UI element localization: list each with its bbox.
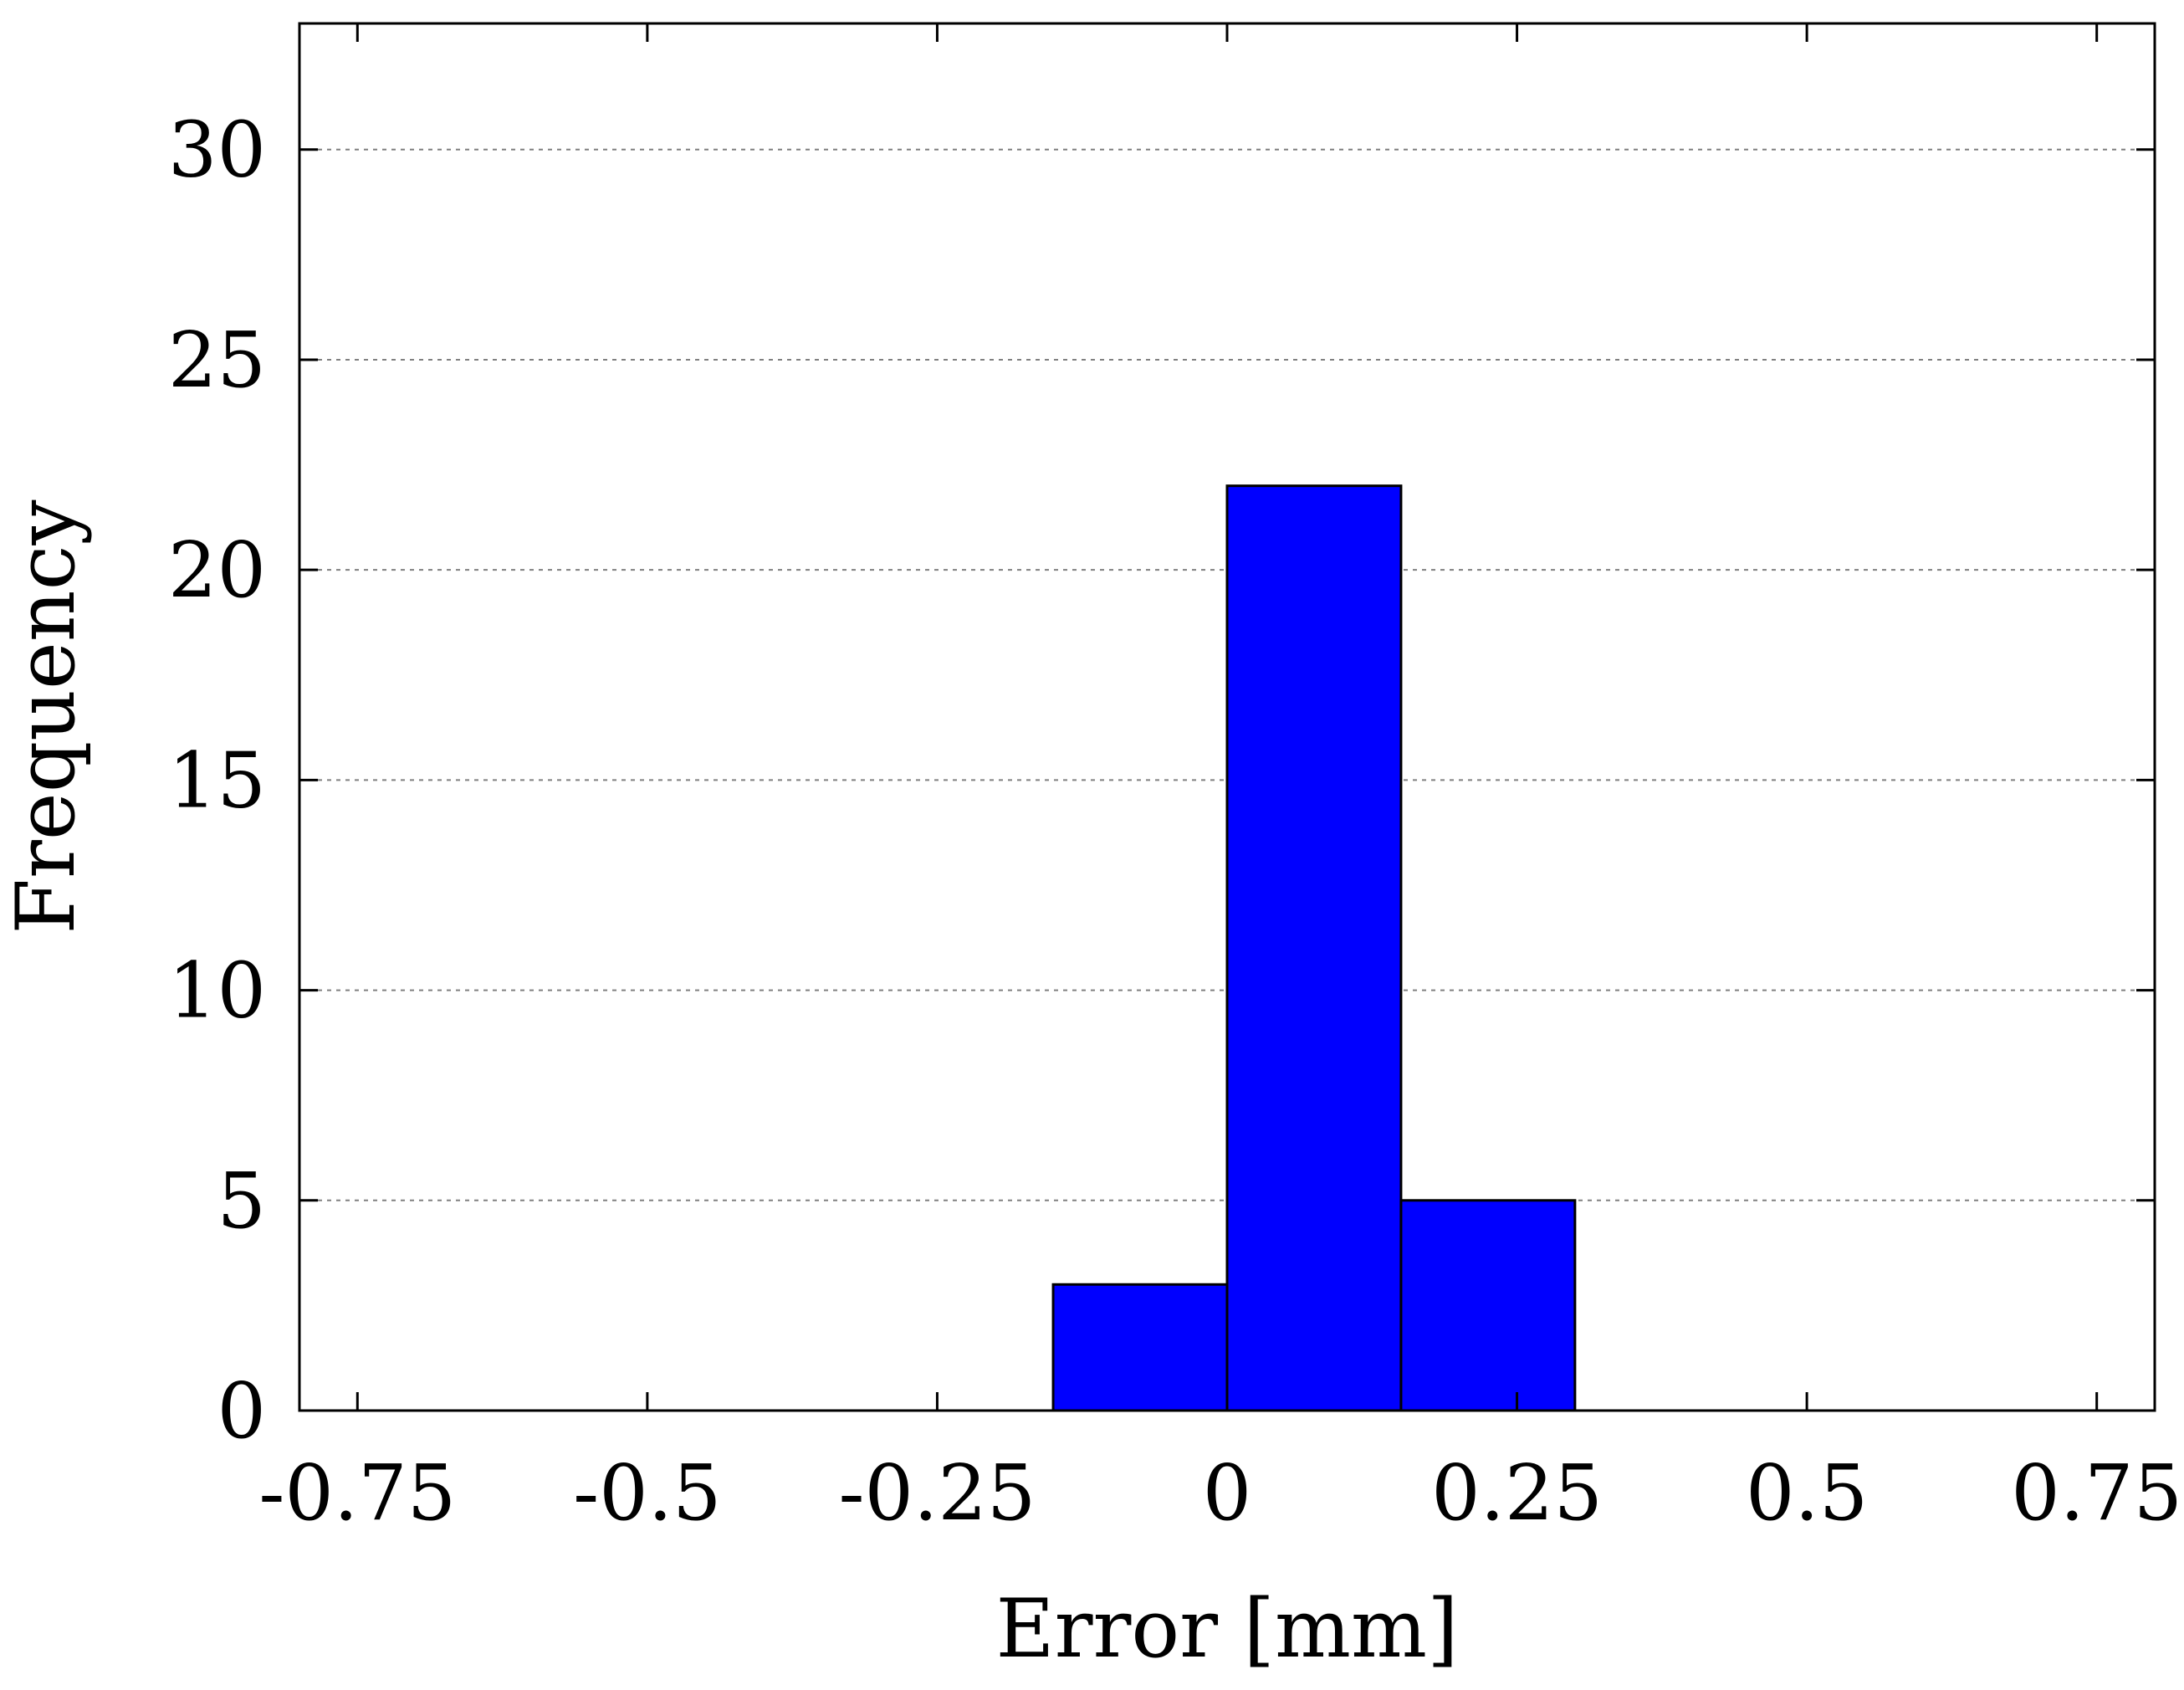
x-tick-label: 0.5: [1746, 1448, 1868, 1538]
y-tick-label: 30: [168, 105, 266, 195]
x-tick-label: -0.5: [573, 1448, 721, 1538]
tick-layer: [299, 23, 2155, 1412]
y-axis-title: Frequency: [0, 499, 93, 934]
y-tick-label: 20: [168, 525, 266, 615]
y-tick-label: 5: [217, 1156, 266, 1246]
label-layer: 0 5 10 15 20 25 30 -0.75 -0.5 -0.25 0 0.25 0.5 0.75: [168, 105, 2182, 1538]
histogram-bar: [1225, 484, 1403, 1412]
histogram-bar: [1051, 1283, 1229, 1412]
x-tick-label: -0.75: [258, 1448, 456, 1538]
x-tick-label: -0.25: [838, 1448, 1036, 1538]
bar-layer: [1051, 484, 1577, 1412]
y-tick-label: 15: [168, 735, 266, 825]
x-tick-label: 0.25: [1431, 1448, 1603, 1538]
histogram-bar: [1399, 1199, 1577, 1412]
x-axis-title: Error [mm]: [995, 1582, 1458, 1676]
x-tick-label: 0.75: [2011, 1448, 2182, 1538]
x-tick-label: 0: [1203, 1448, 1252, 1538]
y-tick-label: 25: [168, 315, 266, 405]
grid-layer: [299, 148, 2155, 1201]
y-tick-label: 10: [168, 946, 266, 1036]
y-tick-label: 0: [217, 1366, 266, 1456]
